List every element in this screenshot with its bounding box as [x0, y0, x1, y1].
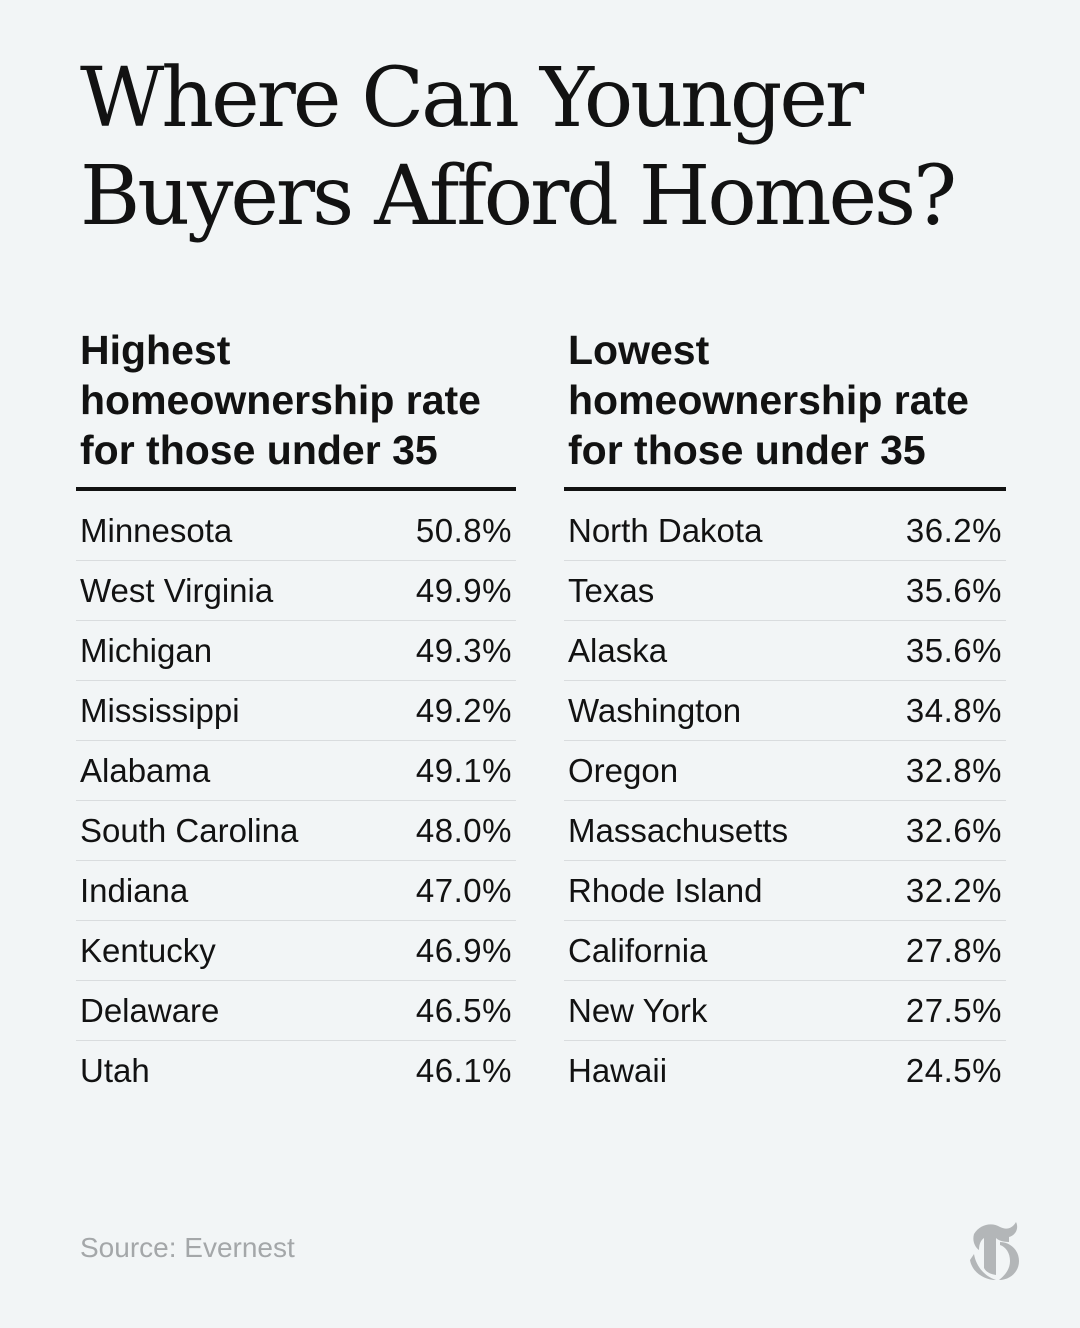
state-name: Rhode Island: [568, 871, 763, 909]
state-name: Delaware: [80, 991, 220, 1029]
highest-rate-table: Highest homeownership rate for those und…: [76, 325, 516, 1100]
state-name: South Carolina: [80, 811, 299, 849]
lowest-rate-table: Lowest homeownership rate for those unde…: [564, 325, 1006, 1100]
highest-header-rule: [76, 487, 516, 491]
table-row: Alaska 35.6%: [564, 621, 1006, 681]
table-row: Delaware 46.5%: [76, 981, 516, 1041]
page-title: Where Can Younger Buyers Afford Homes?: [80, 50, 1040, 246]
state-name: Kentucky: [80, 931, 216, 969]
lowest-header-rule: [564, 487, 1006, 491]
highest-table-header: Highest homeownership rate for those und…: [80, 325, 516, 475]
table-row: West Virginia 49.9%: [76, 561, 516, 621]
table-row: Washington 34.8%: [564, 681, 1006, 741]
table-row: California 27.8%: [564, 921, 1006, 981]
lowest-table-header: Lowest homeownership rate for those unde…: [568, 325, 1006, 475]
highest-table-rows: Minnesota 50.8% West Virginia 49.9% Michigan…: [76, 501, 516, 1100]
nyt-t-logo-icon: [970, 1222, 1019, 1280]
lowest-header-line-3: for those under 35: [568, 427, 926, 473]
table-row: Minnesota 50.8%: [76, 501, 516, 561]
state-name: Massachusetts: [568, 811, 789, 849]
highest-header-line-3: for those under 35: [80, 427, 438, 473]
state-name: Washington: [568, 691, 742, 729]
homeownership-rate: 35.6%: [905, 631, 1002, 669]
homeownership-rate: 32.6%: [905, 811, 1002, 849]
homeownership-rate: 24.5%: [905, 1051, 1002, 1089]
table-row: South Carolina 48.0%: [76, 801, 516, 861]
state-name: New York: [568, 991, 708, 1029]
table-row: Alabama 49.1%: [76, 741, 516, 801]
state-name: Alaska: [568, 631, 668, 669]
state-name: Mississippi: [80, 691, 240, 729]
lowest-header-line-2: homeownership rate: [568, 377, 969, 423]
table-row: Oregon 32.8%: [564, 741, 1006, 801]
homeownership-rate: 49.1%: [415, 751, 512, 789]
homeownership-rate: 32.8%: [905, 751, 1002, 789]
state-name: North Dakota: [568, 511, 763, 549]
homeownership-rate: 36.2%: [905, 511, 1002, 549]
highest-header-line-2: homeownership rate: [80, 377, 481, 423]
table-row: Utah 46.1%: [76, 1041, 516, 1100]
homeownership-rate: 46.9%: [415, 931, 512, 969]
homeownership-rate: 46.1%: [415, 1051, 512, 1089]
table-row: Massachusetts 32.6%: [564, 801, 1006, 861]
state-name: California: [568, 931, 708, 969]
lowest-header-line-1: Lowest: [568, 327, 710, 373]
homeownership-rate: 35.6%: [905, 571, 1002, 609]
homeownership-rate: 34.8%: [905, 691, 1002, 729]
homeownership-rate: 47.0%: [415, 871, 512, 909]
highest-header-line-1: Highest: [80, 327, 231, 373]
state-name: Indiana: [80, 871, 189, 909]
table-row: Kentucky 46.9%: [76, 921, 516, 981]
state-name: Minnesota: [80, 511, 233, 549]
homeownership-rate: 46.5%: [415, 991, 512, 1029]
state-name: Oregon: [568, 751, 679, 789]
table-row: Rhode Island 32.2%: [564, 861, 1006, 921]
homeownership-rate: 49.9%: [415, 571, 512, 609]
state-name: Utah: [80, 1051, 150, 1089]
homeownership-rate: 48.0%: [415, 811, 512, 849]
homeownership-rate: 32.2%: [905, 871, 1002, 909]
homeownership-rate: 50.8%: [415, 511, 512, 549]
state-name: Hawaii: [568, 1051, 668, 1089]
state-name: West Virginia: [80, 571, 274, 609]
state-name: Texas: [568, 571, 655, 609]
homeownership-rate: 49.2%: [415, 691, 512, 729]
table-row: Hawaii 24.5%: [564, 1041, 1006, 1100]
table-row: Mississippi 49.2%: [76, 681, 516, 741]
title-line-2: Buyers Afford Homes?: [80, 149, 957, 244]
table-row: Indiana 47.0%: [76, 861, 516, 921]
state-name: Michigan: [80, 631, 213, 669]
table-row: New York 27.5%: [564, 981, 1006, 1041]
homeownership-rate: 27.5%: [905, 991, 1002, 1029]
title-line-1: Where Can Younger: [80, 51, 864, 146]
homeownership-rate: 27.8%: [905, 931, 1002, 969]
state-name: Alabama: [80, 751, 211, 789]
table-row: North Dakota 36.2%: [564, 501, 1006, 561]
table-row: Michigan 49.3%: [76, 621, 516, 681]
table-row: Texas 35.6%: [564, 561, 1006, 621]
homeownership-rate: 49.3%: [415, 631, 512, 669]
lowest-table-rows: North Dakota 36.2% Texas 35.6% Alaska 35.6% Wa…: [564, 501, 1006, 1100]
source-note: Source: Evernest: [80, 1232, 295, 1263]
